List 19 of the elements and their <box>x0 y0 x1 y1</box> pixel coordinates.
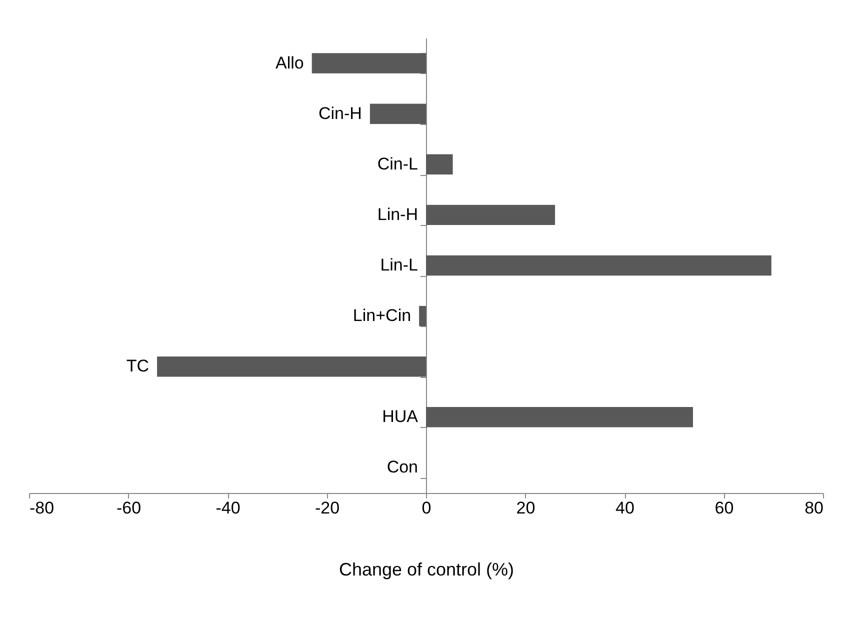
x-tick-label: 40 <box>616 498 634 518</box>
x-tick-label: -20 <box>314 498 340 518</box>
y-tick-label: Cin-H <box>318 104 362 123</box>
y-tick-label: Con <box>386 458 418 477</box>
x-tick-label: 80 <box>804 498 824 518</box>
y-tick-label: TC <box>126 356 150 376</box>
y-tick-label: HUA <box>382 407 419 426</box>
x-axis-title: Change of control (%) <box>338 560 514 580</box>
x-tick-label: -60 <box>116 498 142 518</box>
y-tick-label: Lin-H <box>377 204 418 224</box>
y-tick-label: Lin+Cin <box>352 306 412 326</box>
y-tick-label: Lin-L <box>380 256 418 274</box>
x-tick-label: 60 <box>714 498 734 518</box>
x-tick-label: 0 <box>422 498 432 518</box>
x-tick-label: -40 <box>216 498 240 518</box>
x-tick-label: -80 <box>30 498 54 518</box>
y-tick-label: Cin-L <box>377 154 418 174</box>
x-tick-label: 20 <box>516 498 536 518</box>
y-tick-label: Allo <box>276 53 304 72</box>
